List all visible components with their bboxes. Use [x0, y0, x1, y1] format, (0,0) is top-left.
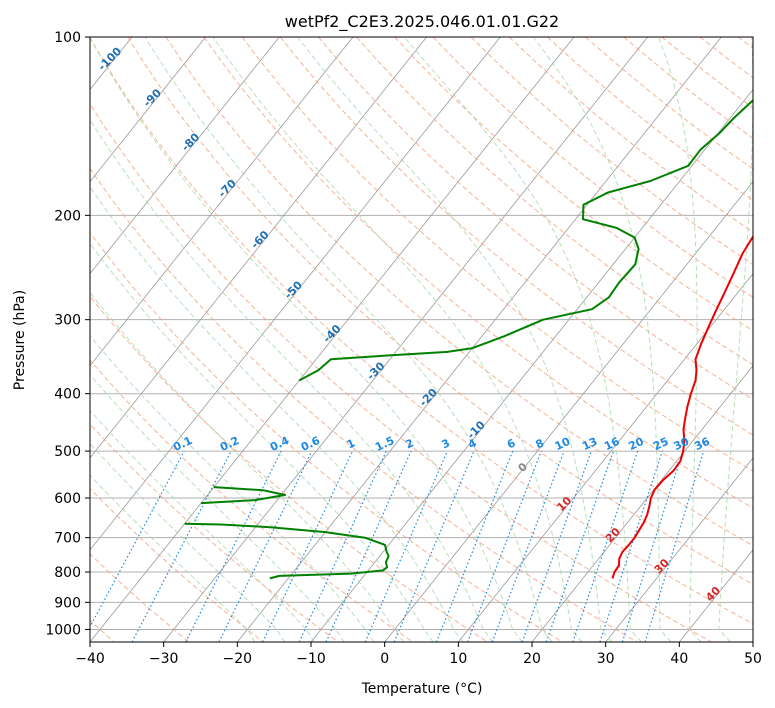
y-tick-label: 400 [54, 387, 81, 403]
plot-frame [89, 36, 754, 643]
isotherm-line [90, 37, 206, 183]
moist-adiabat-line [212, 37, 583, 642]
moist-adiabat-line [90, 37, 523, 642]
mixing-ratio-line [393, 450, 475, 642]
sounding-profiles [184, 99, 753, 580]
mixing-ratio-label: 16 [602, 435, 622, 453]
mixing-ratio-line [545, 450, 614, 642]
mixing-ratio-line [621, 450, 684, 642]
dry-adiabat-line [90, 295, 488, 642]
isotherm-line [237, 37, 722, 642]
moist-adiabat-line [90, 118, 493, 642]
isotherm-line [90, 37, 501, 551]
dry-adiabat-line [90, 553, 190, 642]
mixing-ratio-label: 13 [580, 435, 599, 453]
temperature-profile-line [611, 234, 753, 579]
x-tick-label: −40 [75, 651, 105, 667]
dewpoint-profile-line [201, 486, 286, 505]
axes: −40 −30 −20 −10 0 10 20 30 40 50 100 200 300 400 500 60… [45, 30, 762, 667]
moist-adiabat-line [90, 186, 464, 642]
moist-adiabat-line [90, 443, 285, 642]
isotherm-line [163, 37, 648, 642]
background-lines [90, 37, 753, 642]
mixing-ratio-line [90, 450, 185, 629]
y-tick-label: 700 [54, 531, 81, 547]
mixing-ratio-line [572, 450, 639, 642]
isotherm-line [90, 37, 575, 642]
x-tick-label: 20 [523, 651, 541, 667]
moist-adiabat-line [90, 409, 315, 642]
x-tick-label: 0 [380, 651, 389, 667]
dry-adiabat-line [165, 37, 753, 547]
mixing-ratio-line [521, 450, 592, 642]
y-tick-label: 900 [54, 595, 81, 611]
mixing-ratio-line [364, 450, 448, 642]
isotherm-line [90, 37, 354, 367]
x-tick-label: 30 [597, 651, 615, 667]
dry-adiabat-line [90, 103, 712, 642]
y-tick-label: 300 [54, 313, 81, 329]
mixing-ratio-label: 30 [672, 435, 692, 453]
moist-adiabat-line [90, 335, 375, 642]
mixing-ratio-label: 36 [692, 435, 712, 453]
isotherm-line [384, 180, 753, 642]
dewpoint-profile-line [298, 99, 753, 382]
moist-adiabat-line [658, 37, 702, 642]
mixing-ratio-label: 10 [553, 435, 573, 453]
mixing-ratio-line [262, 450, 354, 642]
mixing-ratio-line [599, 450, 663, 642]
mixing-ratio-line [325, 450, 412, 642]
dry-adiabat-line [127, 37, 753, 586]
y-axis-label: Pressure (hPa) [12, 290, 28, 390]
y-tick-label: 500 [54, 444, 81, 460]
dry-adiabat-line [279, 37, 753, 436]
moist-adiabat-line [90, 291, 404, 642]
moist-adiabat-line [718, 37, 753, 642]
x-tick-label: 50 [744, 651, 762, 667]
mixing-ratio-line [298, 450, 387, 642]
isotherm-line [90, 37, 280, 275]
x-tick-label: −30 [149, 651, 179, 667]
moist-adiabat-line [532, 37, 672, 642]
y-tick-label: 800 [54, 565, 81, 581]
moist-adiabat-line [403, 37, 642, 642]
dewpoint-profile-line [184, 522, 390, 580]
dry-adiabat-line [90, 231, 563, 642]
x-axis-label: Temperature (°C) [361, 681, 483, 697]
x-tick-label: −20 [223, 651, 253, 667]
y-tick-label: 1000 [45, 622, 81, 638]
isotherm-line [458, 273, 753, 642]
x-tick-label: 40 [670, 651, 688, 667]
y-tick-label: 200 [54, 208, 81, 224]
mixing-ratio-line [218, 450, 313, 642]
isotherm-line [90, 37, 427, 459]
dry-adiabat-line [432, 37, 753, 298]
y-tick-label: 100 [54, 30, 81, 46]
x-tick-label: 10 [449, 651, 467, 667]
moist-adiabat-line [90, 242, 434, 642]
dry-adiabat-line [203, 37, 753, 509]
x-tick-label: −10 [296, 651, 326, 667]
isotherm-line [605, 457, 753, 642]
chart-title: wetPf2_C2E3.2025.046.01.01.G22 [285, 12, 559, 32]
isotherm-line [531, 365, 753, 642]
moist-adiabat-line [297, 37, 612, 642]
mixing-ratio-line [644, 450, 705, 642]
moist-adiabat-line [144, 37, 553, 642]
moist-adiabat-line [90, 474, 256, 642]
dry-adiabat-line [90, 423, 339, 642]
dry-adiabat-line [241, 37, 753, 472]
mixing-ratio-label: 20 [626, 435, 646, 453]
dry-adiabat-line [90, 37, 753, 625]
y-tick-label: 600 [54, 491, 81, 507]
mixing-ratio-label: 25 [651, 435, 670, 453]
